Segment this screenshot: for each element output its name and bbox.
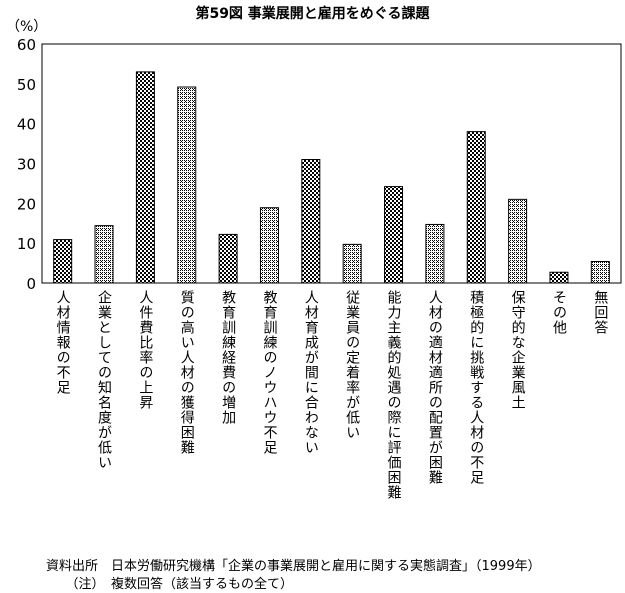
x-tick-label: 教育訓練のノウハウ不足 [261, 290, 278, 455]
x-tick-label: 保守的な企業風土 [509, 290, 526, 410]
chart-title: 第59図 事業展開と雇用をめぐる課題 [195, 6, 430, 22]
bar [384, 186, 404, 284]
bar [177, 86, 197, 284]
source-note: 資料出所 日本労働研究機構「企業の事業展開と雇用に関する実態調査」（1999年） [46, 559, 541, 574]
plot-area: 0 10 20 30 40 50 60 [17, 36, 622, 293]
x-tick-label: 企業としての知名度が低い [96, 290, 113, 470]
bar [218, 233, 238, 284]
bar [549, 271, 569, 284]
bar [342, 243, 362, 284]
bar [301, 159, 321, 284]
footnote: （注） 複数回答（該当するもの全て） [46, 577, 294, 592]
x-tick-label: 無回答 [592, 290, 609, 335]
y-tick-label: 10 [17, 235, 36, 253]
y-tick-label: 30 [17, 156, 36, 174]
x-tick-label: 質の高い人材の獲得困難 [178, 290, 195, 455]
x-tick-label: 能力主義的処遇の際に評価困難 [385, 290, 402, 500]
x-tick-label: 従業員の定着率が低い [344, 290, 361, 440]
y-tick-label: 40 [17, 116, 36, 134]
bar [53, 239, 73, 284]
bar [590, 260, 610, 284]
x-tick-label: 人材の適材適所の配置が困難 [426, 290, 443, 485]
y-tick-label: 0 [26, 275, 36, 293]
bar [508, 198, 528, 284]
x-tick-label: 人件費比率の上昇 [137, 290, 154, 410]
plot-frame [41, 43, 622, 284]
x-tick-label: 教育訓練経費の増加 [220, 290, 237, 425]
bar [425, 223, 445, 284]
bar [135, 71, 155, 284]
y-tick-label: 50 [17, 76, 36, 94]
bar [466, 131, 486, 284]
y-axis-label: （%） [6, 19, 48, 35]
bar [259, 207, 279, 284]
y-tick-label: 20 [17, 195, 36, 213]
x-tick-label: その他 [550, 290, 567, 335]
x-tick-label: 人材育成が間に合わない [302, 290, 319, 455]
x-tick-label: 積極的に挑戦する人材の不足 [468, 290, 485, 485]
bar [94, 225, 114, 284]
x-tick-label: 人材情報の不足 [54, 290, 71, 395]
y-tick-label: 60 [17, 36, 36, 54]
